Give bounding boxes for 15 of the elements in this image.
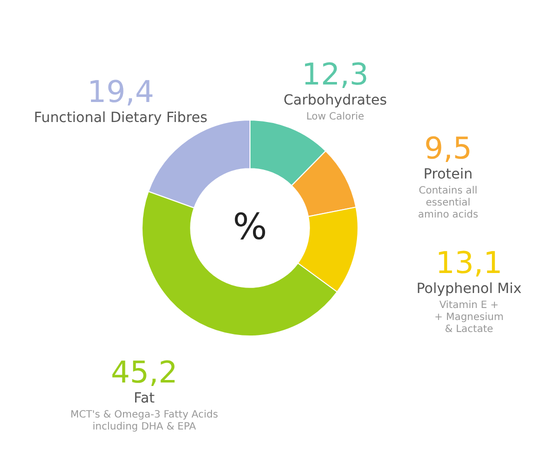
slice-label: Polyphenol Mix: [416, 280, 522, 297]
data-label: 13,1: [436, 246, 502, 281]
text: %: [232, 207, 268, 248]
data-label: 19,4: [87, 75, 154, 110]
text: MCT's & Omega-3 Fatty Acids including DHA & EPA: [70, 410, 218, 433]
data-label: 45,2: [110, 356, 178, 391]
slice-label: Functional Dietary Fibres: [34, 110, 208, 126]
data-label: 12,3: [302, 57, 369, 92]
text: Vitamin E + + Magnesium & Lactate: [434, 300, 504, 335]
data-label: 9,5: [424, 132, 472, 167]
text: Contains all essential amino acids: [418, 186, 478, 221]
slice-label: Protein: [424, 166, 473, 183]
text: Low Calorie: [306, 111, 364, 122]
slice-label: Fat: [134, 390, 156, 407]
slice-label: Carbohydrates: [284, 92, 387, 108]
